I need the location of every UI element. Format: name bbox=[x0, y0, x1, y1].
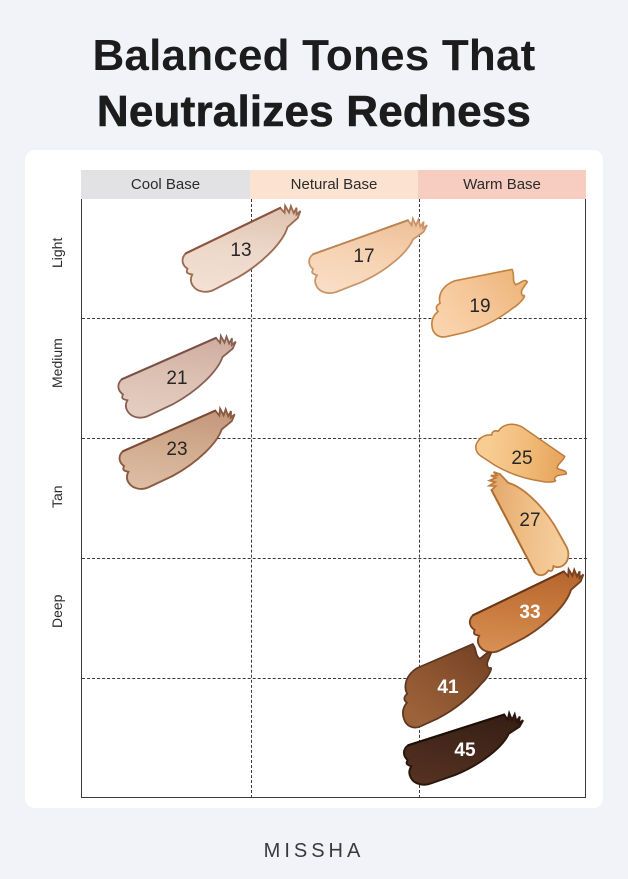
svg-text:13: 13 bbox=[230, 240, 251, 261]
svg-text:23: 23 bbox=[166, 439, 187, 460]
svg-text:41: 41 bbox=[437, 677, 459, 698]
svg-text:19: 19 bbox=[469, 296, 490, 317]
svg-text:21: 21 bbox=[166, 368, 187, 389]
svg-text:33: 33 bbox=[519, 602, 540, 623]
svg-text:27: 27 bbox=[519, 510, 540, 531]
svg-text:45: 45 bbox=[454, 740, 476, 761]
svg-text:25: 25 bbox=[511, 448, 532, 469]
svg-text:17: 17 bbox=[353, 246, 374, 267]
